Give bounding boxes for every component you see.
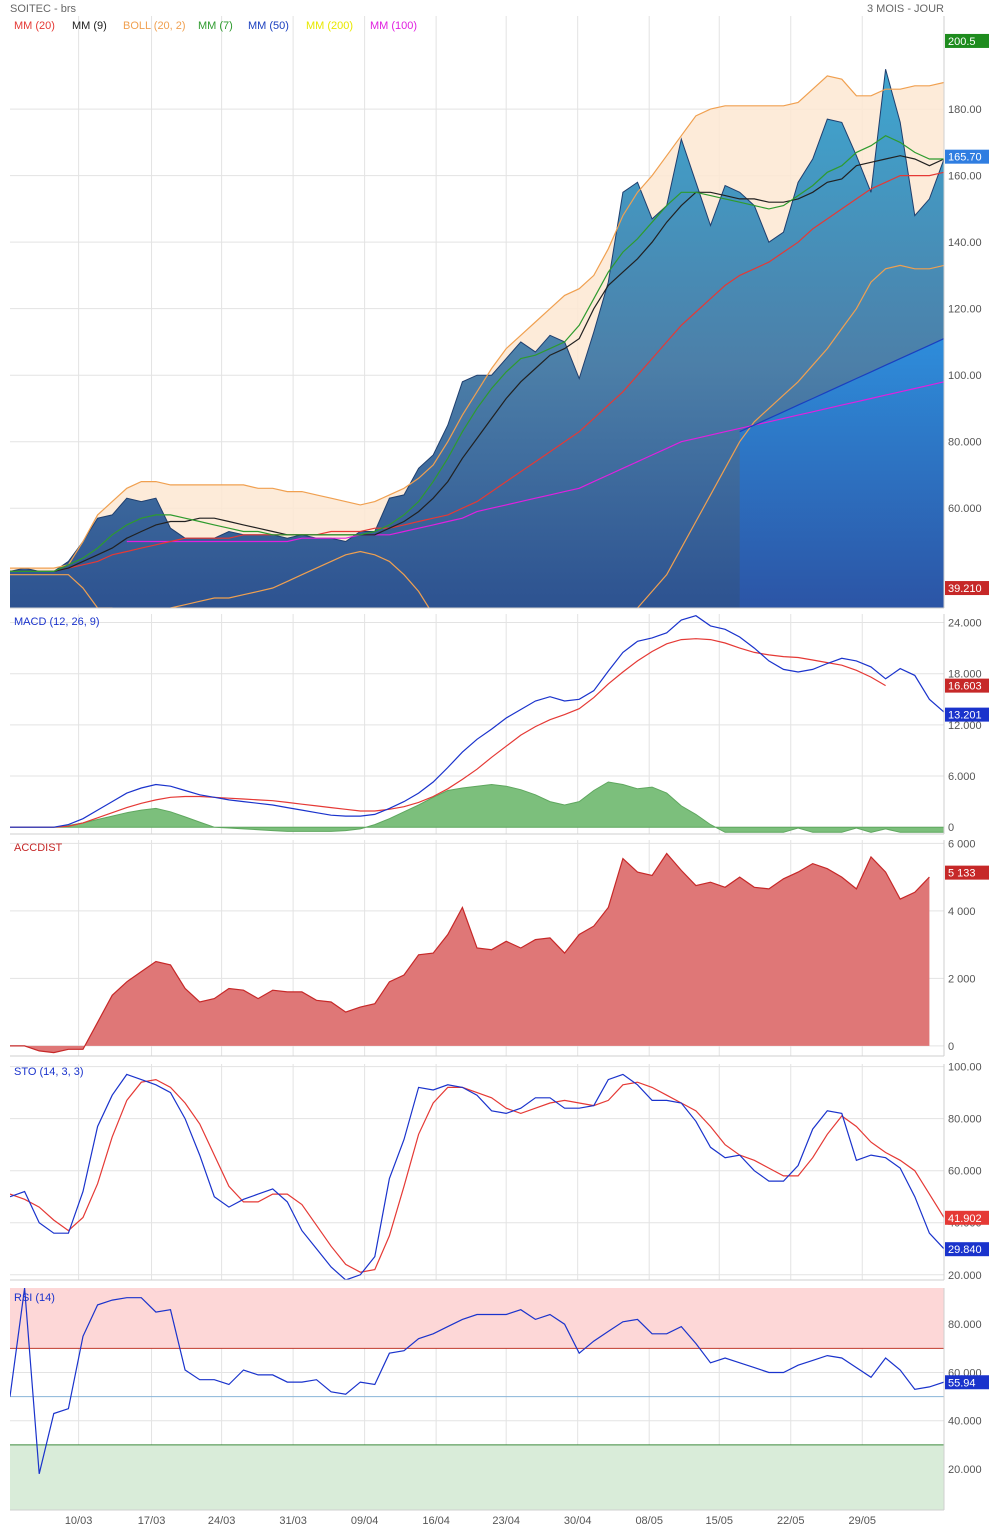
y-tick-label: 0	[948, 822, 954, 834]
y-tick-label: 100.00	[948, 370, 982, 382]
legend-entry: MM (50)	[248, 20, 289, 32]
y-tick-label: 0	[948, 1041, 954, 1053]
series-line	[739, 338, 944, 433]
series-line	[10, 135, 944, 573]
price-line	[10, 69, 944, 572]
value-badge-label: 16.603	[948, 681, 982, 693]
y-tick-label: 20.000	[948, 1270, 982, 1282]
series-line	[10, 1288, 944, 1474]
x-tick-label: 15/05	[705, 1515, 733, 1527]
labels: 10/03 17/03 24/03 31/03 09/04 16/04 23/04 30/04…	[14, 20, 989, 1527]
panel-title: RSI (14)	[14, 1292, 55, 1304]
accdist-area	[10, 853, 930, 1053]
series-line	[10, 638, 886, 828]
value-badge	[945, 1210, 989, 1225]
oversold-zone	[10, 1444, 944, 1510]
y-tick-label: 18.000	[948, 669, 982, 681]
chart-title: SOITEC - brs	[10, 3, 77, 15]
value-badge-label: 41.902	[948, 1213, 982, 1225]
x-tick-label: 09/04	[351, 1515, 379, 1527]
legend-entry: MM (9)	[72, 20, 107, 32]
value-badge	[945, 865, 989, 880]
y-tick-label: 160.00	[948, 171, 982, 183]
macd-panel	[10, 615, 944, 833]
legend-entry: BOLL (20, 2)	[123, 20, 186, 32]
y-tick-label: 140.00	[948, 237, 982, 249]
value-badge	[945, 1242, 989, 1257]
y-tick-label: 100.00	[948, 1062, 982, 1074]
series-line	[10, 155, 944, 573]
panel-title: MACD (12, 26, 9)	[14, 616, 100, 628]
overbought-zone	[10, 1288, 944, 1349]
price-panel	[10, 69, 944, 608]
y-tick-label: 12.000	[948, 720, 982, 732]
series-line	[10, 1078, 944, 1273]
x-tick-label: 30/04	[564, 1515, 592, 1527]
y-tick-label: 20.000	[948, 1464, 982, 1476]
legend-entry: MM (7)	[198, 20, 233, 32]
value-badge	[945, 581, 989, 596]
sto-panel	[10, 1073, 944, 1280]
y-tick-label: 80.000	[948, 1319, 982, 1331]
legend-entry: MM (100)	[370, 20, 417, 32]
x-tick-label: 29/05	[849, 1515, 877, 1527]
x-tick-label: 31/03	[279, 1515, 307, 1527]
price-area	[10, 69, 944, 608]
y-tick-label: 40.000	[948, 1416, 982, 1428]
value-badge	[945, 33, 989, 48]
y-tick-label: 60.000	[948, 503, 982, 515]
series-line	[10, 615, 944, 828]
value-badge-label: 165.70	[948, 152, 982, 164]
legend-entry: MM (20)	[14, 20, 55, 32]
value-badge-label: 13.201	[948, 710, 982, 722]
value-badge	[945, 678, 989, 693]
x-tick-label: 16/04	[422, 1515, 450, 1527]
series-line	[10, 1073, 944, 1280]
x-tick-label: 22/05	[777, 1515, 805, 1527]
macd-histogram	[10, 781, 944, 833]
value-badge-label: 55.94	[948, 1377, 976, 1389]
value-badge	[945, 1375, 989, 1390]
y-tick-label: 6.000	[948, 771, 976, 783]
y-tick-label: 180.00	[948, 104, 982, 116]
axes	[10, 16, 945, 1511]
y-tick-label: 24.000	[948, 618, 982, 630]
y-tick-label: 2 000	[948, 973, 976, 985]
y-tick-label: 80.000	[948, 1114, 982, 1126]
value-badge-label: 200.5	[948, 36, 976, 48]
x-tick-label: 10/03	[65, 1515, 93, 1527]
period-label: 3 MOIS - JOUR	[867, 3, 944, 15]
y-tick-label: 80.000	[948, 437, 982, 449]
accdist-panel	[10, 852, 930, 1054]
legend-entry: MM (200)	[306, 20, 353, 32]
series-line	[10, 171, 944, 573]
series-line	[10, 264, 944, 608]
series-line	[126, 381, 944, 543]
y-tick-label: 60.000	[948, 1166, 982, 1178]
x-tick-label: 17/03	[138, 1515, 166, 1527]
x-tick-label: 23/04	[492, 1515, 520, 1527]
value-badge-label: 39.210	[948, 583, 982, 595]
y-tick-label: 120.00	[948, 304, 982, 316]
rsi-panel	[10, 1288, 944, 1510]
y-tick-label: 6 000	[948, 838, 976, 850]
x-tick-label: 24/03	[208, 1515, 236, 1527]
y-tick-label: 4 000	[948, 906, 976, 918]
value-badge	[945, 149, 989, 164]
panel-title: STO (14, 3, 3)	[14, 1066, 84, 1078]
value-badge-label: 29.840	[948, 1244, 982, 1256]
mm50-area	[739, 338, 944, 608]
value-badge-label: 5 133	[948, 868, 976, 880]
series-line	[10, 75, 944, 569]
value-badge	[945, 707, 989, 722]
panel-title: ACCDIST	[14, 842, 63, 854]
series-line	[10, 852, 930, 1054]
x-tick-label: 08/05	[635, 1515, 663, 1527]
